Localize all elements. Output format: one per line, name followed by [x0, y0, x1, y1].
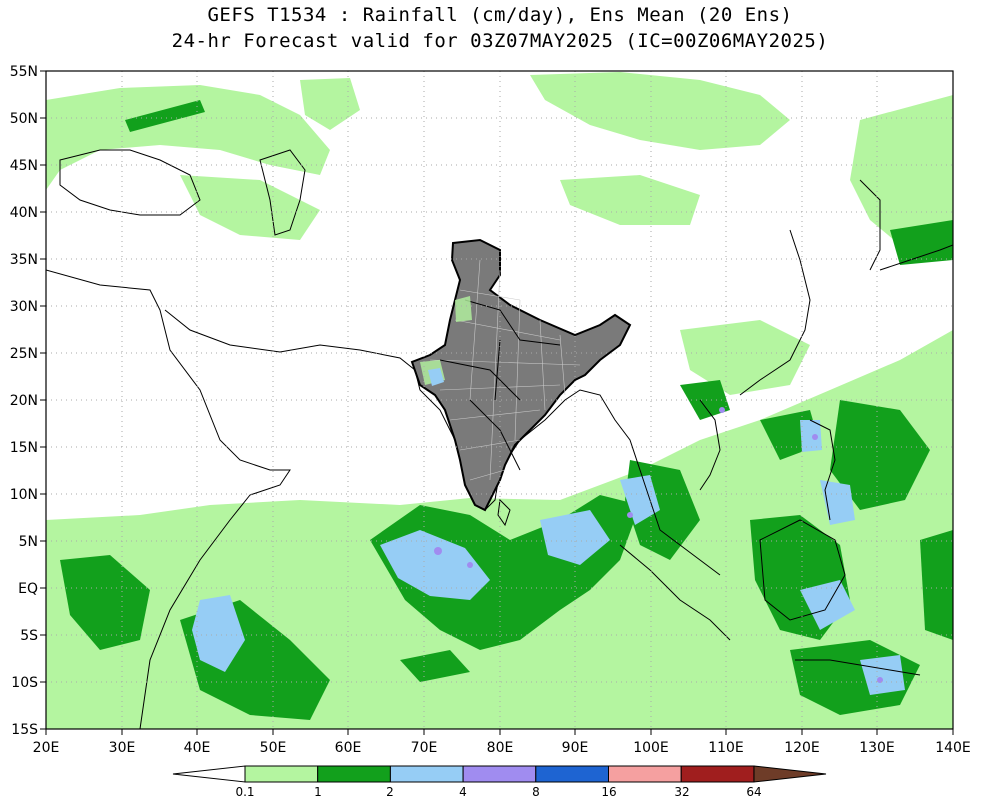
colorbar-low-arrow [172, 765, 246, 783]
india-heavy-rain [428, 368, 444, 386]
rainfall-fields [46, 72, 953, 729]
colorbar-box [462, 765, 537, 783]
colorbar-label: 64 [746, 785, 761, 799]
lon-label: 20E [33, 740, 60, 756]
colorbar-box [608, 765, 682, 783]
lat-label: 35N [10, 252, 38, 268]
colorbar-label: 16 [601, 785, 616, 799]
chart-title-line-1: GEFS T1534 : Rainfall (cm/day), Ens Mean… [207, 4, 793, 26]
colorbar-label: 1 [314, 785, 322, 799]
lat-label: 10S [11, 675, 38, 691]
lon-label: 70E [411, 740, 438, 756]
colorbar-box [389, 765, 464, 783]
axis-ticks [40, 70, 954, 735]
latitude-labels: 55N 50N 45N 40N 35N 30N 25N 20N 15N 10N … [10, 64, 38, 738]
colorbar-high-arrow [753, 765, 827, 783]
lon-label: 140E [935, 740, 971, 756]
lat-label: 20N [10, 393, 38, 409]
lon-label: 80E [487, 740, 514, 756]
colorbar-labels: 0.1 1 2 4 8 16 32 64 [235, 785, 761, 799]
colorbar-box [317, 765, 391, 783]
colorbar: 0.1 1 2 4 8 16 32 64 [172, 765, 827, 799]
india-landmass [410, 238, 632, 512]
lat-label: 50N [10, 111, 38, 127]
colorbar-box [244, 765, 319, 783]
india-state-lines [439, 299, 561, 471]
colorbar-box [680, 765, 755, 783]
longitude-labels: 20E 30E 40E 50E 60E 70E 80E 90E 100E 110… [33, 740, 971, 756]
colorbar-box [535, 765, 609, 783]
lat-label: 55N [10, 64, 38, 80]
lon-label: 30E [109, 740, 136, 756]
lon-label: 120E [784, 740, 820, 756]
colorbar-label: 2 [386, 785, 394, 799]
lat-label: 25N [10, 346, 38, 362]
lat-label: EQ [18, 581, 38, 597]
colorbar-boxes [244, 765, 755, 783]
lat-label: 5N [19, 534, 38, 550]
colorbar-label: 32 [674, 785, 689, 799]
lat-label: 40N [10, 205, 38, 221]
lat-label: 15N [10, 440, 38, 456]
lon-label: 90E [562, 740, 589, 756]
lat-label: 5S [20, 628, 38, 644]
colorbar-label: 8 [532, 785, 540, 799]
lon-label: 40E [184, 740, 211, 756]
lat-label: 10N [10, 487, 38, 503]
lon-label: 110E [708, 740, 744, 756]
gridlines [46, 71, 953, 729]
lat-label: 15S [11, 722, 38, 738]
lon-label: 50E [260, 740, 287, 756]
coastlines [46, 149, 953, 729]
lon-label: 100E [633, 740, 669, 756]
lat-label: 30N [10, 299, 38, 315]
lon-label: 130E [859, 740, 895, 756]
colorbar-label: 4 [459, 785, 467, 799]
lon-label: 60E [335, 740, 362, 756]
colorbar-label: 0.1 [235, 785, 254, 799]
chart-title-line-2: 24-hr Forecast valid for 03Z07MAY2025 (I… [171, 30, 829, 52]
lat-label: 45N [10, 158, 38, 174]
